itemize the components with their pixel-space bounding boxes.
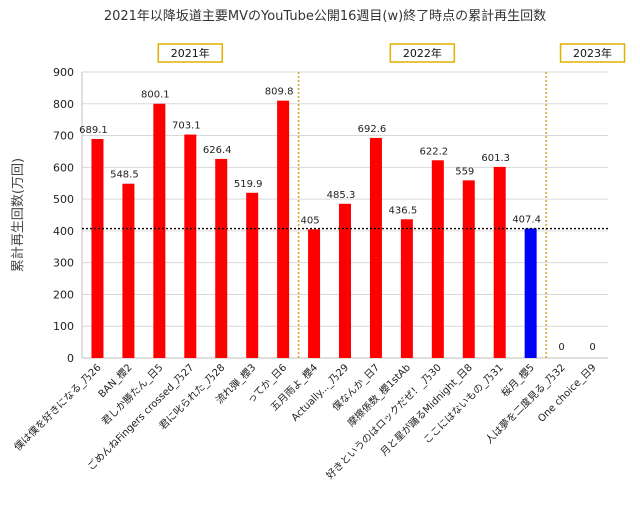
x-tick-label: One choice_日9 xyxy=(536,362,598,424)
bar xyxy=(153,103,166,358)
year-label: 2023年 xyxy=(573,46,612,60)
bars xyxy=(91,100,537,358)
bar xyxy=(277,100,290,358)
data-label: 436.5 xyxy=(389,205,418,216)
year-group-labels: 2021年 2022年 2023年 xyxy=(157,43,626,63)
data-label: 0 xyxy=(589,342,595,353)
bar xyxy=(493,166,506,358)
year-label: 2021年 xyxy=(171,46,210,60)
x-tick-label: 好きというのはロックだぜ！_乃30 xyxy=(324,362,444,482)
data-label: 548.5 xyxy=(110,170,139,181)
year-box xyxy=(389,43,456,63)
data-label: 689.1 xyxy=(79,125,108,136)
data-label: 626.4 xyxy=(203,145,232,156)
bar xyxy=(122,183,135,358)
data-label: 485.3 xyxy=(327,190,356,201)
x-tick-labels: 僕は僕を好きになる_乃26BAN_櫻2君しか勝たん_日5ごめんねFingers … xyxy=(11,361,599,482)
year-separators xyxy=(297,72,547,358)
y-tick-label: 100 xyxy=(53,320,74,333)
y-tick-label: 700 xyxy=(53,130,74,143)
data-labels: 689.1 548.5 800.1 703.1 626.4 519.9 809.8 405 48… xyxy=(79,87,596,353)
data-label: 407.4 xyxy=(512,215,541,226)
y-tick-label: 300 xyxy=(53,257,74,270)
bar xyxy=(246,192,259,358)
bar xyxy=(339,203,351,358)
bar xyxy=(91,139,104,358)
data-label: 800.1 xyxy=(141,90,170,101)
bar xyxy=(400,219,413,358)
bar xyxy=(184,134,197,358)
y-tick-label: 600 xyxy=(53,161,74,174)
data-label: 601.3 xyxy=(481,153,510,164)
year-label: 2022年 xyxy=(403,46,442,60)
data-label: 622.2 xyxy=(420,146,449,157)
y-tick-label: 500 xyxy=(53,193,74,206)
data-label: 519.9 xyxy=(234,179,263,190)
x-tick-label: 僕は僕を好きになる_乃26 xyxy=(11,361,103,453)
data-label: 809.8 xyxy=(265,87,294,98)
year-box xyxy=(559,43,626,63)
data-label: 405 xyxy=(301,215,320,226)
data-label: 559 xyxy=(455,166,474,177)
y-tick-label: 900 xyxy=(53,66,74,79)
bar xyxy=(462,180,475,358)
y-axis-label: 累計再生回数(万回) xyxy=(10,158,26,272)
bar xyxy=(524,228,537,358)
bar xyxy=(369,137,382,358)
y-tick-labels: 0 100 200 300 400 500 600 700 800 900 xyxy=(53,66,74,365)
y-tick-label: 200 xyxy=(53,288,74,301)
bar xyxy=(215,158,228,358)
year-box xyxy=(157,43,224,63)
x-tick-label: Actually..._乃29 xyxy=(290,362,351,423)
data-label: 692.6 xyxy=(358,124,387,135)
data-label: 703.1 xyxy=(172,121,201,132)
y-tick-label: 800 xyxy=(53,98,74,111)
bar xyxy=(308,229,321,358)
chart-title: 2021年以降坂道主要MVのYouTube公開16週目(w)終了時点の累計再生回… xyxy=(104,8,546,24)
data-label: 0 xyxy=(558,342,564,353)
y-tick-label: 0 xyxy=(67,352,74,365)
y-tick-label: 400 xyxy=(53,225,74,238)
bar xyxy=(431,160,444,358)
